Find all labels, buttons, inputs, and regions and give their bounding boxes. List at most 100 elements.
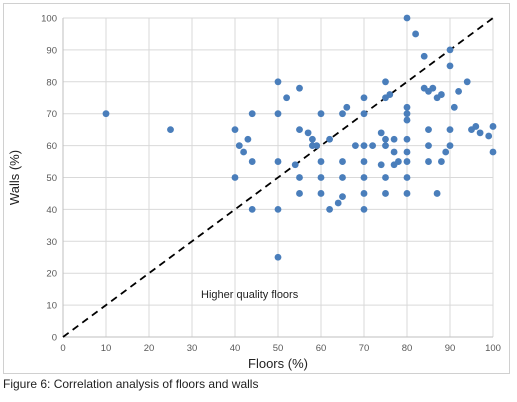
data-point [248,206,256,213]
data-point [102,110,110,118]
data-point [489,123,497,130]
data-point [309,135,316,143]
data-point [382,174,389,181]
y-tick-label: 30 [46,237,57,248]
data-point [317,190,325,197]
x-tick-label: 50 [273,343,284,354]
data-point [339,193,346,201]
data-point [317,158,325,165]
data-point [317,174,325,181]
data-point [455,87,462,95]
y-tick-label: 60 [46,141,57,152]
data-points [102,14,497,261]
data-point [248,110,256,118]
data-point [296,174,303,181]
data-point [382,78,389,86]
data-point [395,158,402,165]
data-point [420,52,428,60]
tick-labels: 0 10 20 30 40 50 60 70 80 90 100 0 10 20 30 40 50 60 70 80 9… [41,14,501,355]
data-point [390,148,398,156]
data-point [403,148,411,156]
data-point [438,91,445,98]
data-point [446,62,454,70]
data-point [274,158,282,165]
data-point [240,148,248,156]
x-tick-label: 60 [316,343,327,354]
data-point [403,135,411,143]
data-point [274,78,282,86]
x-tick-label: 90 [445,343,456,354]
data-point [489,148,497,156]
data-point [429,84,437,92]
data-point [317,110,325,118]
chart-frame: 0 10 20 30 40 50 60 70 80 90 100 0 10 20 30 40 50 60 70 80 9… [3,3,510,374]
data-point [248,158,256,165]
data-point [339,158,346,165]
data-point [360,190,368,197]
data-point [274,253,282,261]
data-point [446,46,454,54]
data-point [291,161,299,169]
data-point [231,174,239,181]
data-point [339,174,346,181]
y-tick-label: 50 [46,173,57,184]
data-point [369,142,376,150]
data-point [377,129,385,137]
x-tick-label: 30 [187,343,198,354]
y-tick-label: 100 [41,14,57,25]
data-point [476,129,484,137]
figure-caption: Figure 6: Correlation analysis of floors… [3,377,259,391]
data-point [390,135,398,143]
data-point [326,206,333,213]
x-tick-label: 10 [101,343,112,354]
data-point [283,94,290,102]
data-point [360,206,368,213]
data-point [403,158,411,165]
data-point [386,91,394,98]
x-tick-label: 40 [230,343,241,354]
data-point [403,116,411,124]
data-point [382,135,389,143]
data-point [334,199,342,207]
data-point [425,142,432,150]
annotation-text: Higher quality floors [201,289,299,301]
data-point [167,126,174,134]
data-point [450,103,458,111]
y-axis-title: Walls (%) [7,150,22,205]
data-point [442,148,450,156]
axes [62,18,493,338]
data-point [343,103,351,111]
data-point [485,132,493,140]
data-point [425,158,432,165]
data-point [446,142,454,150]
scatter-plot: 0 10 20 30 40 50 60 70 80 90 100 0 10 20 30 40 50 60 70 80 9… [7,14,501,372]
data-point [438,158,445,165]
data-point [231,126,239,134]
data-point [403,14,411,22]
data-point [274,110,282,118]
x-tick-label: 0 [60,343,65,354]
x-tick-label: 20 [144,343,155,354]
data-point [352,142,359,150]
data-point [296,190,303,197]
data-point [244,135,252,143]
data-point [382,142,389,150]
data-point [235,142,243,150]
data-point [382,190,389,197]
y-tick-label: 90 [46,45,57,56]
data-point [296,126,303,134]
data-point [425,126,432,134]
data-point [463,78,471,86]
y-tick-label: 0 [52,333,57,344]
y-tick-label: 10 [46,301,57,312]
data-point [403,190,411,197]
x-tick-label: 100 [485,343,501,354]
data-point [472,123,480,130]
y-tick-label: 70 [46,109,57,120]
data-point [446,126,454,134]
data-point [360,174,368,181]
x-axis-title: Floors (%) [248,356,308,371]
data-point [360,142,368,150]
data-point [304,129,312,137]
data-point [326,135,333,143]
